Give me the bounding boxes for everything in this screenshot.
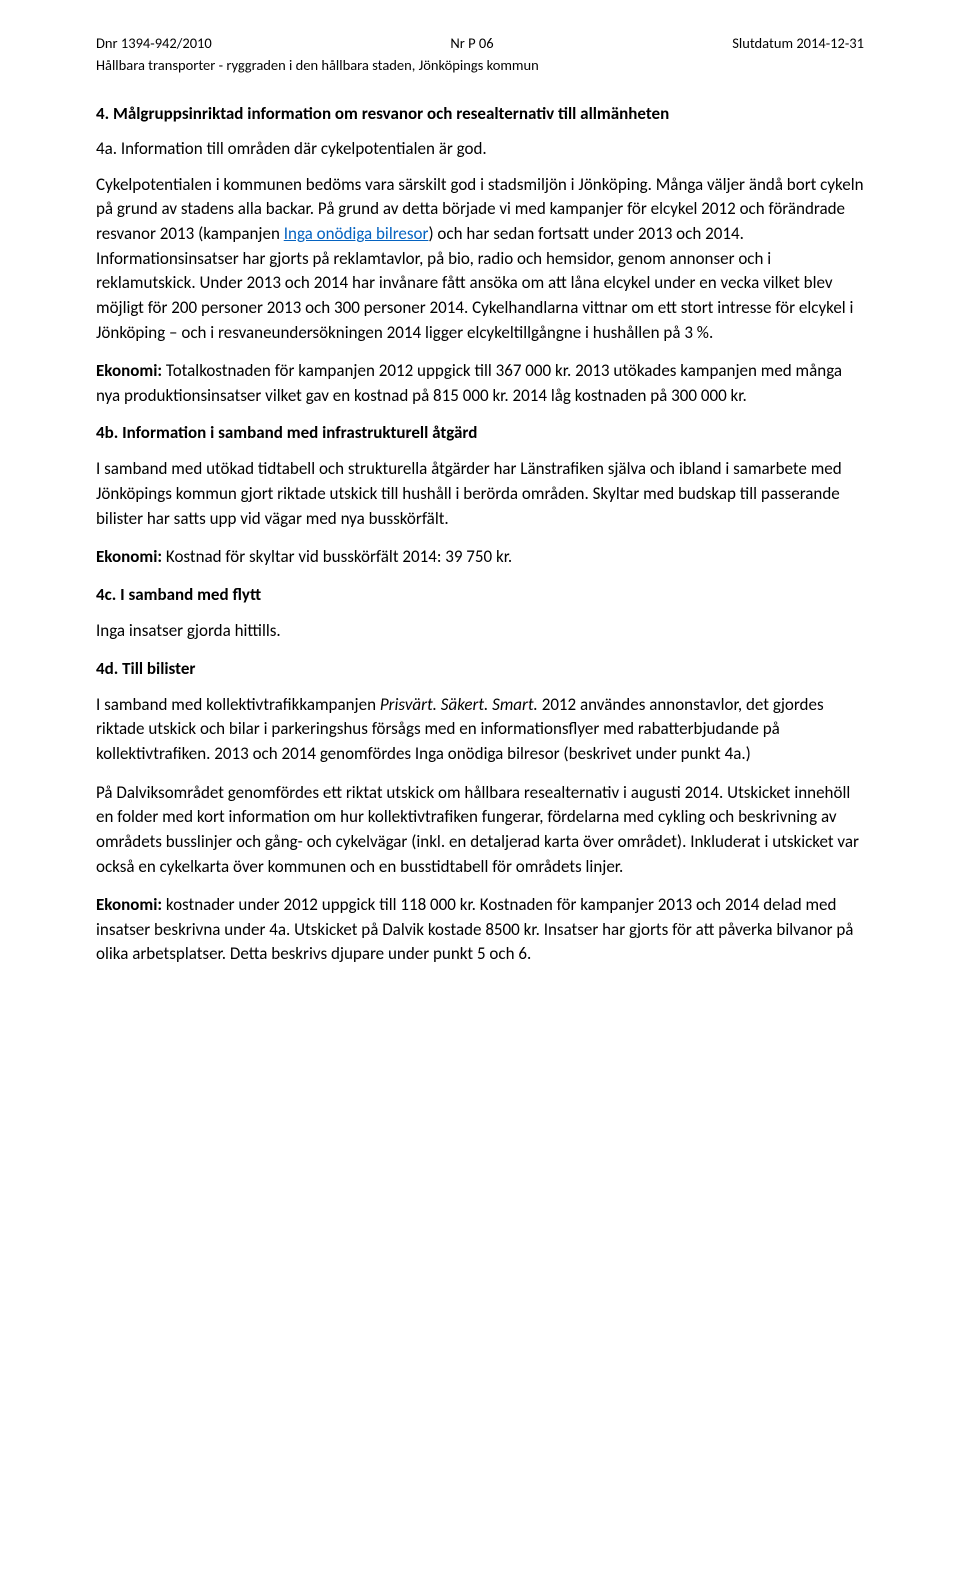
header-nr: Nr P 06 <box>450 34 493 53</box>
section-4c-paragraph: Inga insatser gjorda hittills. <box>96 619 864 644</box>
economy-label: Ekonomi: <box>96 360 162 381</box>
page-header-row: Dnr 1394-942/2010 Nr P 06 Slutdatum 2014… <box>96 34 864 53</box>
section-4b-heading: 4b. Information i samband med infrastruk… <box>96 422 864 443</box>
section-4d-paragraph-2: På Dalviksområdet genomfördes ett riktat… <box>96 781 864 880</box>
section-4d-paragraph-1: I samband med kollektivtrafikkampanjen P… <box>96 693 864 767</box>
economy-text: Totalkostnaden för kampanjen 2012 uppgic… <box>96 360 842 406</box>
economy-text: kostnader under 2012 uppgick till 118 00… <box>96 894 853 964</box>
section-4d-text-pre: I samband med kollektivtrafikkampanjen <box>96 694 380 715</box>
section-4a-paragraph: Cykelpotentialen i kommunen bedöms vara … <box>96 173 864 345</box>
economy-text: Kostnad för skyltar vid busskörfält 2014… <box>162 546 512 567</box>
section-4a-heading: 4a. Information till områden där cykelpo… <box>96 138 864 159</box>
section-4b-paragraph: I samband med utökad tidtabell och struk… <box>96 457 864 531</box>
document-page: Dnr 1394-942/2010 Nr P 06 Slutdatum 2014… <box>0 0 960 1590</box>
economy-label: Ekonomi: <box>96 546 162 567</box>
page-header-subtitle: Hållbara transporter - ryggraden i den h… <box>96 56 864 75</box>
section-4c-heading: 4c. I samband med flytt <box>96 584 864 605</box>
section-4d-economy: Ekonomi: kostnader under 2012 uppgick ti… <box>96 893 864 967</box>
header-date: Slutdatum 2014-12-31 <box>732 34 864 53</box>
economy-label: Ekonomi: <box>96 894 162 915</box>
section-4b-economy: Ekonomi: Kostnad för skyltar vid busskör… <box>96 545 864 570</box>
section-4-heading: 4. Målgruppsinriktad information om resv… <box>96 103 864 124</box>
section-4d-heading: 4d. Till bilister <box>96 658 864 679</box>
campaign-link[interactable]: Inga onödiga bilresor <box>284 223 429 244</box>
header-dnr: Dnr 1394-942/2010 <box>96 34 212 53</box>
campaign-name-italic: Prisvärt. Säkert. Smart. <box>380 694 538 715</box>
section-4a-economy: Ekonomi: Totalkostnaden för kampanjen 20… <box>96 359 864 408</box>
